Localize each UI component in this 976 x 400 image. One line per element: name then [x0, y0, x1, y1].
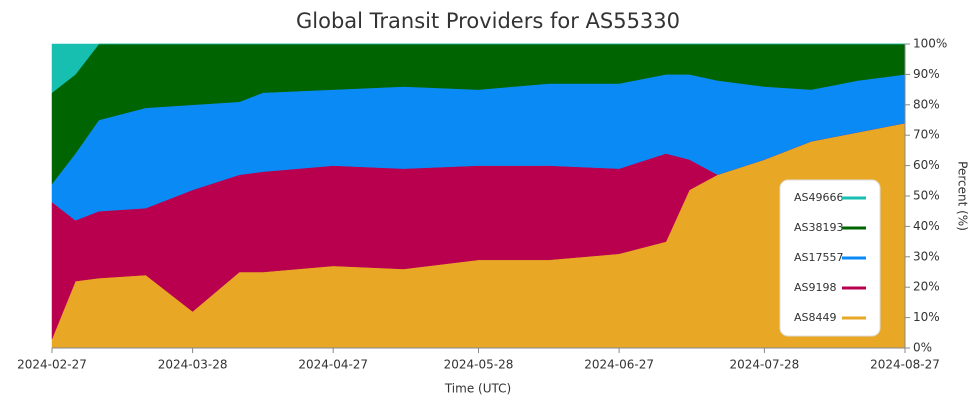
- x-axis-label: Time (UTC): [444, 382, 511, 396]
- y-tick-label: 100%: [913, 37, 947, 51]
- y-tick-label: 90%: [913, 67, 940, 81]
- legend-label: AS17557: [794, 251, 844, 264]
- chart-title: Global Transit Providers for AS55330: [296, 9, 680, 33]
- x-tick-label: 2024-05-28: [444, 358, 514, 372]
- legend-label: AS38193: [794, 221, 844, 234]
- legend-label: AS9198: [794, 281, 837, 294]
- x-tick-label: 2024-02-27: [17, 358, 87, 372]
- y-tick-label: 50%: [913, 189, 940, 203]
- y-tick-label: 80%: [913, 97, 940, 111]
- x-tick-label: 2024-07-28: [730, 358, 800, 372]
- legend-label: AS49666: [794, 191, 844, 204]
- area: [51, 43, 905, 94]
- y-axis-label: Percent (%): [956, 161, 970, 231]
- y-tick-label: 0%: [913, 341, 932, 355]
- x-tick-label: 2024-06-27: [584, 358, 654, 372]
- legend: AS49666 AS38193 AS17557 AS9198 AS8449: [779, 179, 881, 337]
- legend-label: AS8449: [794, 311, 837, 324]
- legend-box: [779, 179, 881, 337]
- y-tick-label: 70%: [913, 128, 940, 142]
- x-tick-label: 2024-08-27: [870, 358, 940, 372]
- y-tick-label: 60%: [913, 158, 940, 172]
- y-tick-label: 30%: [913, 249, 940, 263]
- y-tick-label: 20%: [913, 280, 940, 294]
- y-tick-label: 10%: [913, 310, 940, 324]
- x-tick-label: 2024-04-27: [298, 358, 368, 372]
- x-tick-label: 2024-03-28: [158, 358, 228, 372]
- y-tick-label: 40%: [913, 219, 940, 233]
